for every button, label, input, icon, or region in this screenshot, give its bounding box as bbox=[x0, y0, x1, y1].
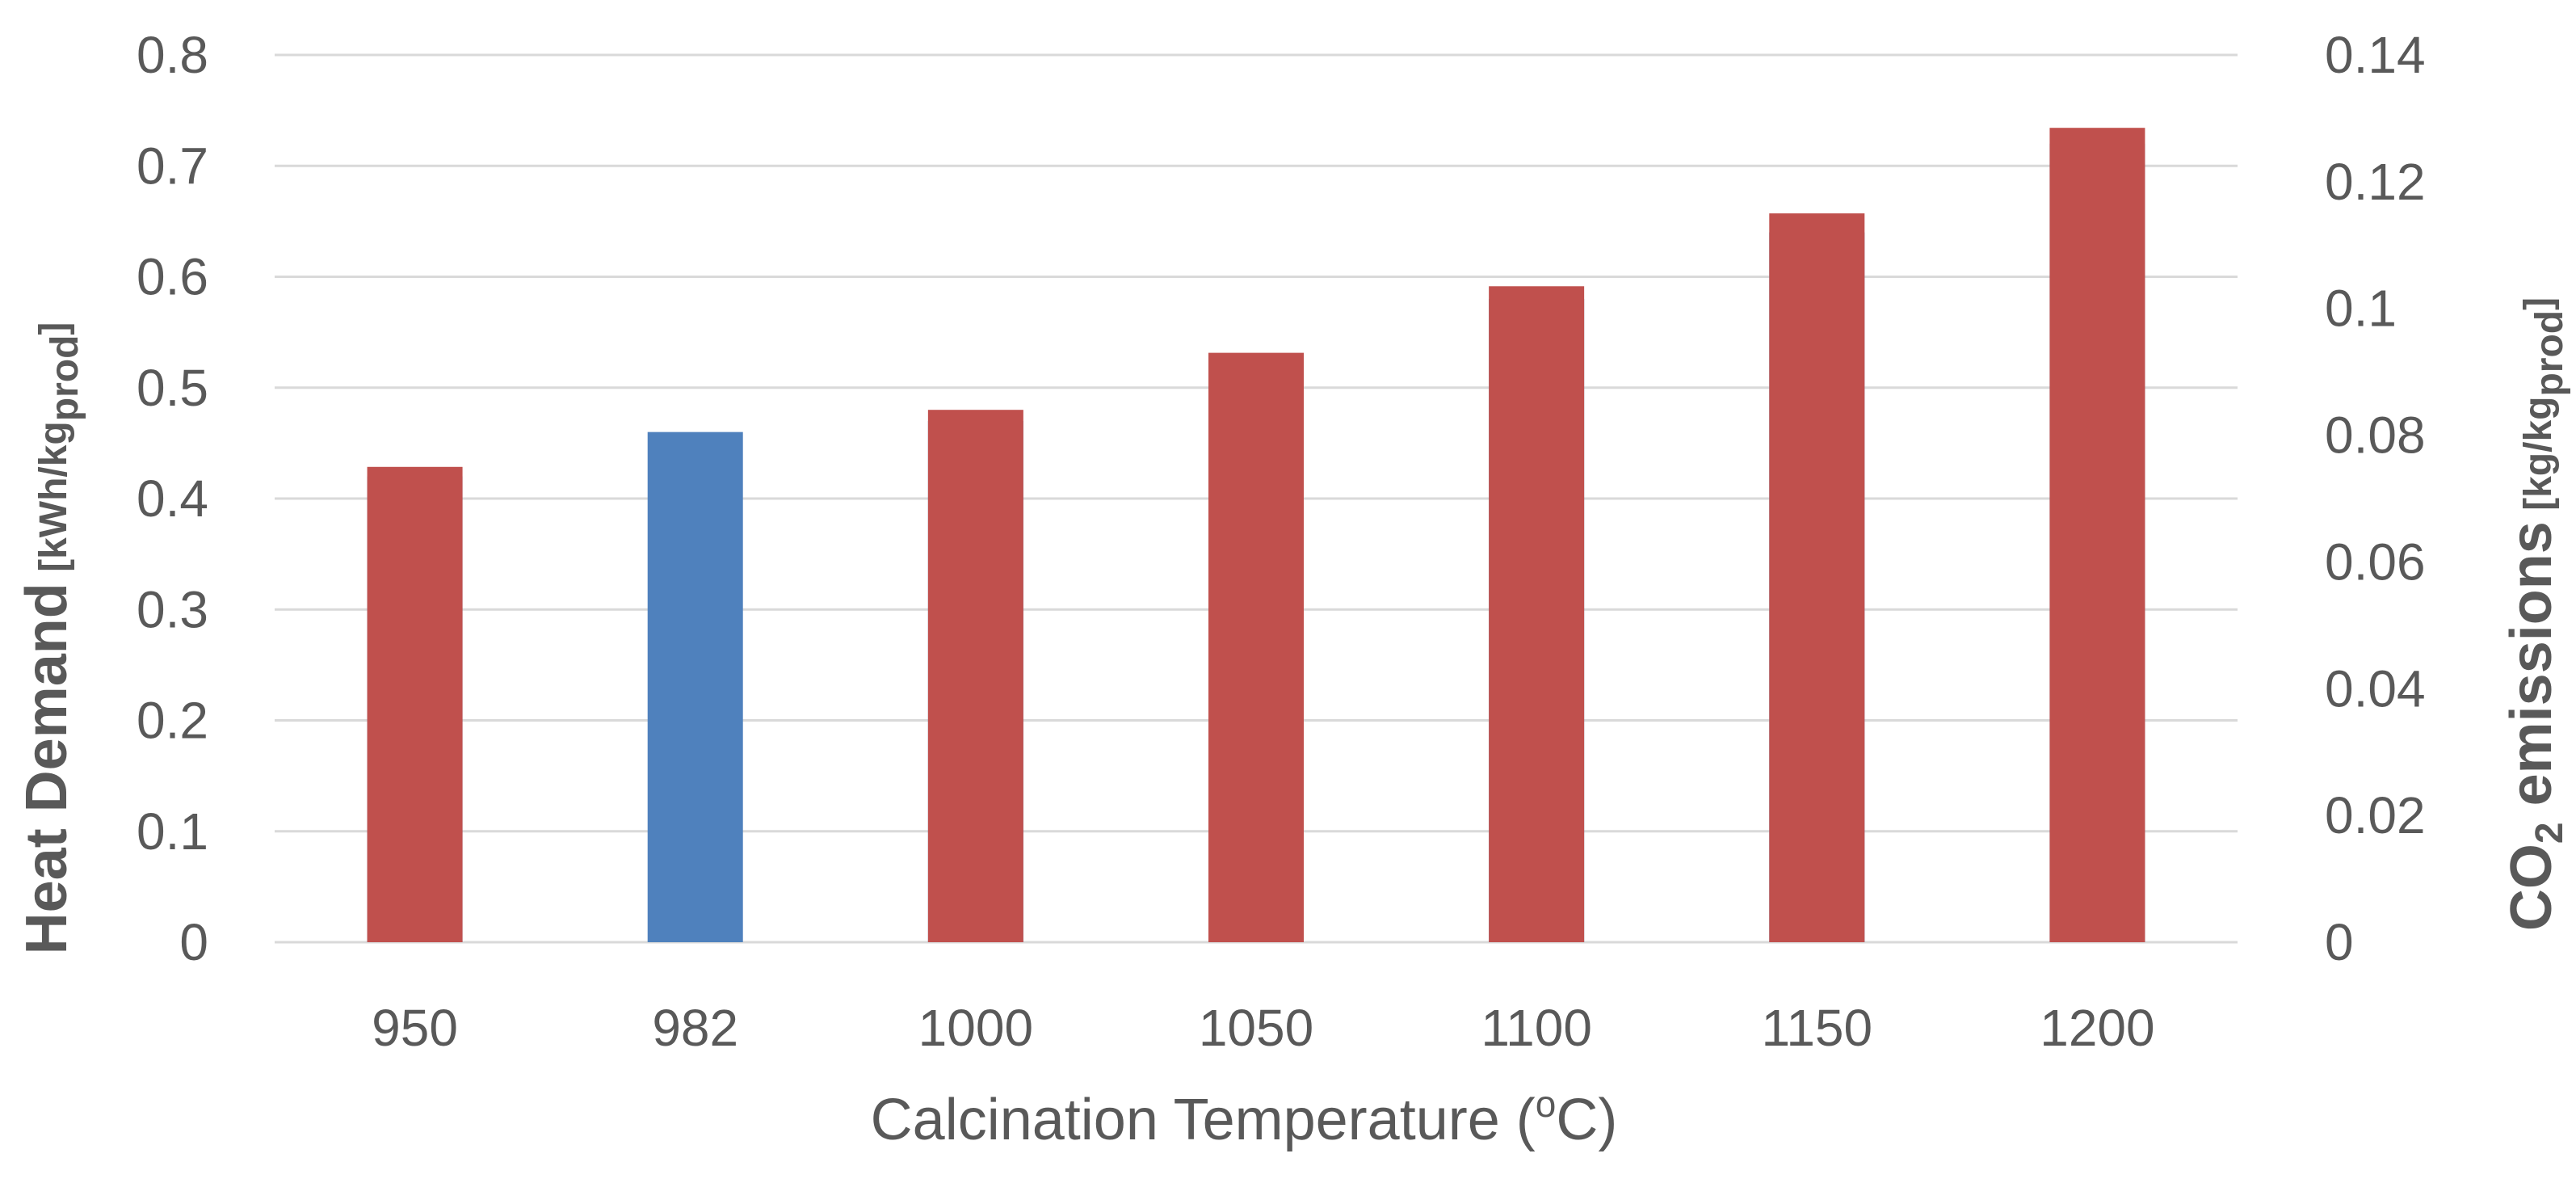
right-axis-title: CO2 emissions [kg/kgprod] bbox=[2499, 297, 2571, 931]
x-axis-ticks: 950 982 1000 1050 1100 1150 1200 bbox=[372, 999, 2154, 1057]
x-tick-label: 950 bbox=[372, 999, 458, 1057]
left-tick-label: 0.1 bbox=[137, 802, 208, 861]
x-tick-label: 1150 bbox=[1761, 999, 1872, 1057]
right-tick-label: 0.08 bbox=[2325, 406, 2426, 465]
left-tick-label: 0.8 bbox=[137, 26, 208, 84]
bar-heat-demand-982 bbox=[647, 432, 743, 942]
left-tick-label: 0.7 bbox=[137, 137, 208, 195]
bars bbox=[367, 128, 2145, 943]
bar-co2-emissions-950 bbox=[367, 466, 463, 942]
bar-co2-emissions-1100 bbox=[1489, 286, 1585, 942]
left-tick-label: 0 bbox=[179, 913, 208, 971]
right-tick-label: 0.14 bbox=[2325, 26, 2426, 84]
left-tick-label: 0.3 bbox=[137, 580, 208, 638]
right-tick-label: 0.06 bbox=[2325, 533, 2426, 591]
left-tick-label: 0.4 bbox=[137, 469, 208, 528]
right-tick-label: 0.04 bbox=[2325, 659, 2426, 718]
x-tick-label: 1100 bbox=[1481, 999, 1592, 1057]
right-tick-label: 0.12 bbox=[2325, 153, 2426, 211]
bar-co2-emissions-1200 bbox=[2049, 128, 2145, 942]
left-tick-label: 0.6 bbox=[137, 248, 208, 306]
x-tick-label: 1200 bbox=[2040, 999, 2154, 1057]
bar-co2-emissions-1000 bbox=[927, 410, 1023, 942]
right-axis-ticks: 0 0.02 0.04 0.06 0.08 0.1 0.12 0.14 bbox=[2325, 26, 2426, 971]
bar-co2-emissions-1150 bbox=[1769, 213, 1865, 943]
x-tick-label: 982 bbox=[652, 999, 738, 1057]
left-axis-title: Heat Demand [kWh/kgprod] bbox=[15, 322, 86, 955]
x-tick-label: 1000 bbox=[918, 999, 1033, 1057]
left-tick-label: 0.5 bbox=[137, 359, 208, 417]
bar-co2-emissions-1050 bbox=[1208, 352, 1304, 943]
left-tick-label: 0.2 bbox=[137, 692, 208, 750]
right-tick-label: 0 bbox=[2325, 913, 2354, 971]
x-axis-title: Calcination Temperature (oC) bbox=[871, 1083, 1618, 1152]
left-axis-ticks: 0 0.1 0.2 0.3 0.4 0.5 0.6 0.7 0.8 bbox=[137, 26, 208, 971]
right-tick-label: 0.1 bbox=[2325, 280, 2397, 338]
x-tick-label: 1050 bbox=[1199, 999, 1313, 1057]
right-tick-label: 0.02 bbox=[2325, 786, 2426, 844]
